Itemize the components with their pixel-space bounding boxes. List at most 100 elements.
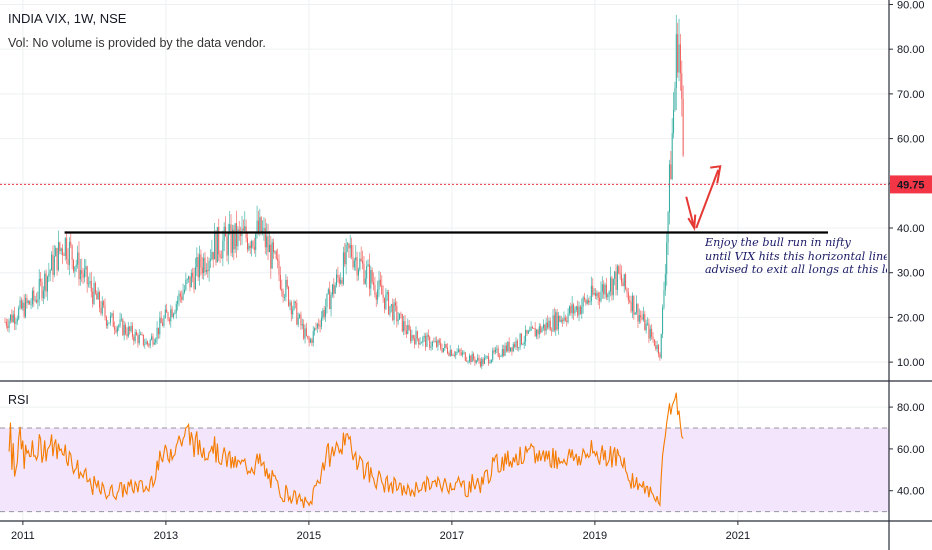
candle-body (146, 341, 148, 345)
candle-body (36, 300, 38, 303)
candle-body (652, 336, 654, 340)
candle-body (481, 359, 483, 367)
candle-body (226, 236, 228, 256)
candle-body (533, 328, 535, 329)
candle-body (94, 283, 96, 294)
candle-body (133, 336, 135, 342)
candle-body (416, 331, 418, 339)
candle-body (330, 295, 332, 310)
candle-body (183, 289, 185, 293)
candle-body (197, 257, 199, 278)
candle-body (585, 299, 587, 304)
time-tick-label: 2019 (583, 530, 607, 542)
candle-body (105, 316, 107, 326)
candle-body (51, 254, 53, 271)
candle-body (405, 330, 407, 334)
candle-body (648, 323, 650, 339)
candle-body (385, 294, 387, 309)
candle-body (312, 331, 314, 343)
candle-body (236, 223, 238, 247)
candle-body (20, 300, 22, 309)
candle-body (5, 322, 7, 326)
annotation-text: Enjoy the bull run in nifty until VIX hi… (705, 236, 887, 277)
annotation-line: Enjoy the bull run in nifty (705, 236, 851, 249)
candle-body (4, 321, 6, 323)
candle-body (584, 297, 586, 300)
candle-body (544, 324, 546, 331)
candle-body (322, 310, 324, 318)
candle-body (307, 335, 309, 338)
candle-body (242, 228, 244, 231)
candle-body (426, 334, 428, 347)
candle-body (34, 300, 36, 301)
candle-body (157, 327, 159, 335)
candle-body (192, 272, 194, 278)
candle-body (112, 313, 114, 328)
candle-body (78, 252, 80, 280)
price-tick-label: 90.00 (897, 0, 925, 11)
candle-body (29, 300, 31, 305)
candle-body (471, 353, 473, 362)
candle-body (370, 270, 372, 289)
candle-body (488, 356, 490, 364)
candle-body (175, 303, 177, 313)
candle-body (562, 319, 564, 322)
candle-body (616, 266, 618, 290)
candle-body (71, 245, 73, 260)
candle-body (657, 345, 659, 355)
candle-body (137, 335, 139, 344)
candle-body (444, 344, 446, 348)
candle-body (249, 245, 251, 249)
candle-body (449, 350, 451, 356)
candle-body (608, 291, 610, 295)
candle-body (545, 322, 547, 331)
candle-body (482, 359, 484, 364)
candle-body (260, 217, 262, 234)
candle-body (153, 342, 155, 345)
candle-body (216, 227, 218, 263)
candle-body (62, 248, 64, 255)
candle-body (48, 273, 50, 277)
candle-body (211, 252, 213, 260)
candle-body (93, 283, 95, 304)
candle-body (33, 290, 35, 301)
candle-body (537, 329, 539, 335)
candle-body (437, 340, 439, 347)
candle-body (629, 300, 631, 302)
candle-body (16, 319, 18, 322)
arrow-up (695, 169, 720, 229)
candle-body (18, 308, 20, 320)
candle-body (356, 257, 358, 276)
candle-body (288, 286, 290, 306)
candle-body (647, 323, 649, 325)
candle-body (579, 306, 581, 314)
candle-body (68, 241, 70, 265)
candle-body (453, 355, 455, 356)
candle-body (360, 258, 362, 262)
candle-body (201, 267, 203, 274)
candle-body (229, 224, 231, 233)
candle-body (52, 254, 54, 275)
candle-body (156, 327, 158, 340)
candle-body (627, 292, 629, 301)
candle-body (422, 337, 424, 343)
candle-body (96, 293, 98, 300)
candle-body (519, 333, 521, 348)
candle-body (673, 110, 675, 134)
candle-body (90, 281, 92, 292)
last-price-label: 49.75 (897, 179, 925, 191)
candle-body (396, 306, 398, 322)
candle-body (631, 295, 633, 312)
candle-body (315, 328, 317, 329)
candle-body (448, 353, 450, 356)
candle-body (568, 306, 570, 314)
candle-body (40, 278, 42, 282)
candle-body (388, 291, 390, 315)
candle-body (679, 44, 681, 74)
candle-body (256, 220, 258, 234)
candle-body (77, 252, 79, 265)
rsi-tick-label: 80.00 (897, 402, 925, 414)
candle-body (582, 297, 584, 307)
candle-body (670, 164, 672, 180)
